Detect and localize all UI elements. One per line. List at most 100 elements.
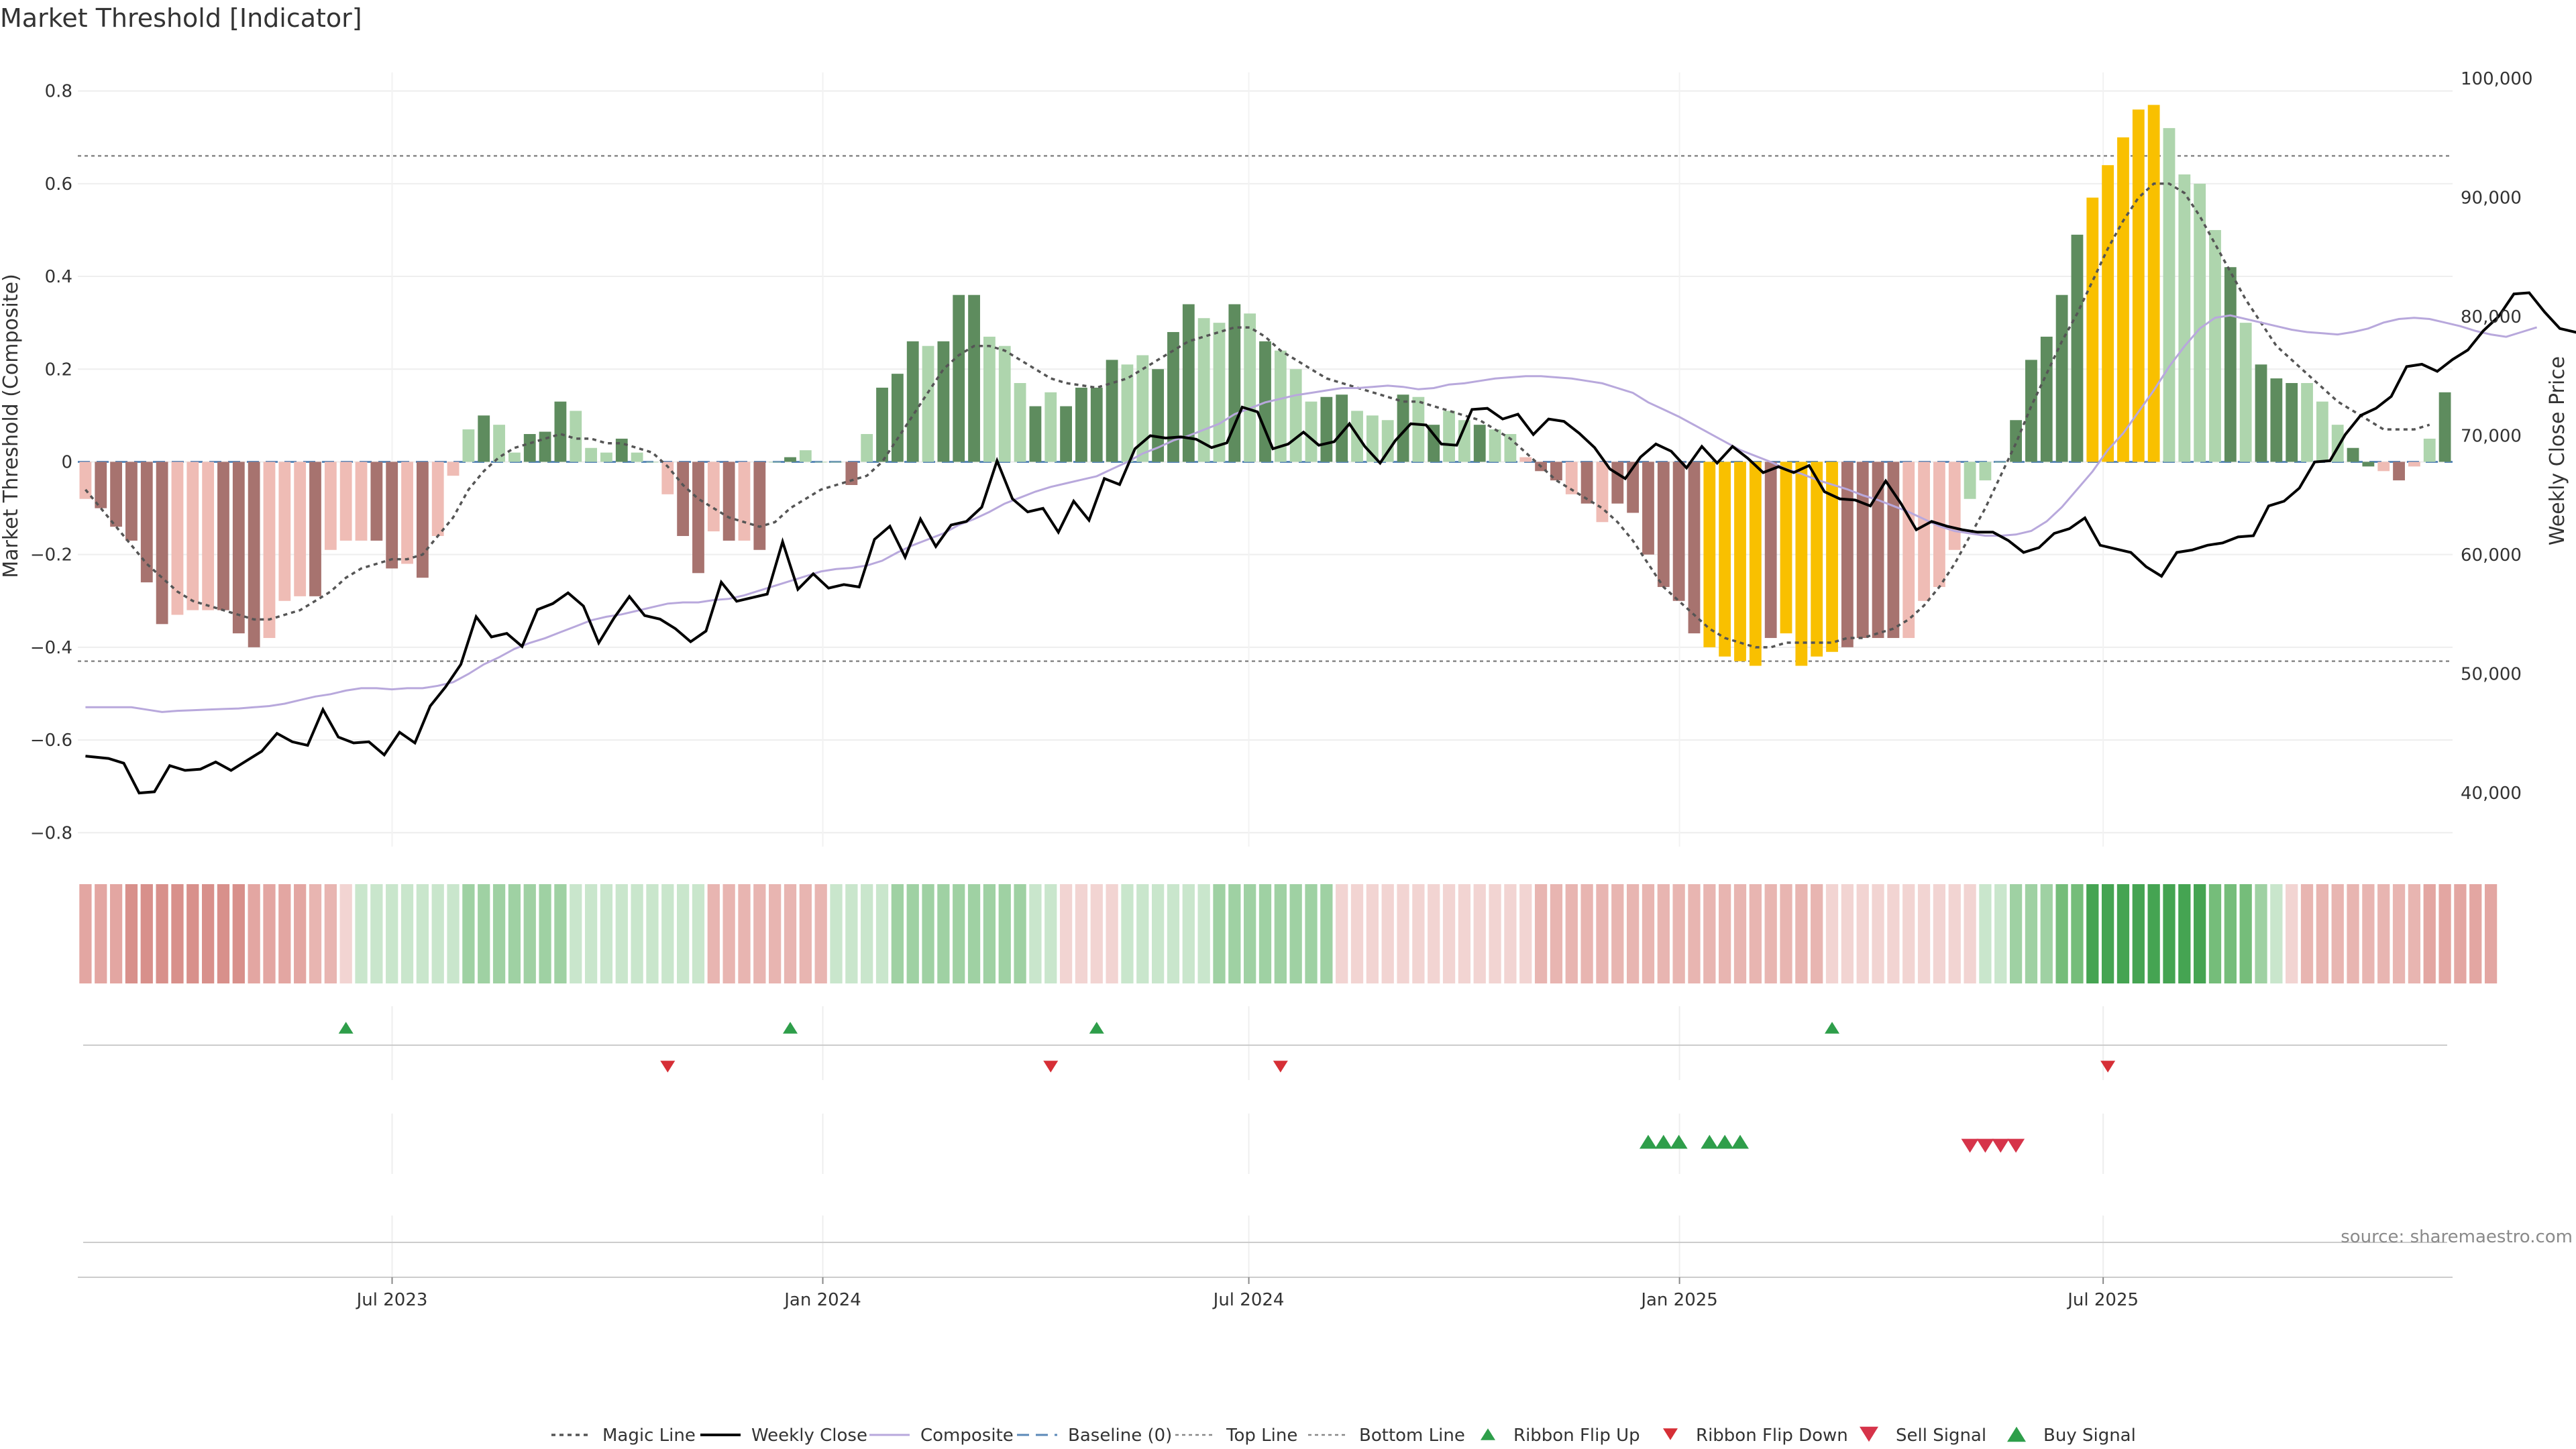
ribbon-cell <box>1534 884 1548 983</box>
ribbon-cell <box>79 884 92 983</box>
ribbon-cell <box>1580 884 1593 983</box>
ribbon-cell <box>1289 884 1302 983</box>
ribbon-cell <box>1948 884 1961 983</box>
ribbon-cell <box>2377 884 2390 983</box>
ribbon-cell <box>1596 884 1609 983</box>
ribbon-cell <box>1442 884 1456 983</box>
composite-bar <box>1044 392 1057 462</box>
ribbon-cell <box>2009 884 2023 983</box>
ribbon-cell <box>2331 884 2344 983</box>
ribbon-cell <box>1719 884 1731 983</box>
composite-bar <box>922 345 934 462</box>
ribbon-cell <box>278 884 291 983</box>
composite-bar <box>1428 425 1440 462</box>
ribbon-cell <box>1550 884 1563 983</box>
flip-panel <box>83 1006 2447 1080</box>
composite-bar <box>1672 462 1685 601</box>
ribbon-cell <box>2132 884 2145 983</box>
composite-bar <box>1964 462 1976 499</box>
ribbon-cell <box>355 884 368 983</box>
composite-bar <box>1764 462 1777 639</box>
composite-bar <box>2132 109 2145 462</box>
weekly-close-line <box>85 291 2576 795</box>
ribbon-cell <box>462 884 475 983</box>
legend-label: Ribbon Flip Down <box>1696 1426 1848 1446</box>
buy-signal-marker <box>1731 1134 1749 1149</box>
legend-label: Weekly Close <box>751 1426 867 1446</box>
ribbon-cell <box>1902 884 1915 983</box>
legend-label: Magic Line <box>602 1426 696 1446</box>
composite-bar <box>1060 406 1073 462</box>
ribbon-cell <box>156 884 168 983</box>
composite-bar <box>523 433 536 462</box>
composite-bar <box>1887 462 1900 639</box>
composite-bar <box>1443 411 1455 462</box>
legend-item: Weekly Close <box>700 1426 867 1446</box>
source-label: source: sharemaestro.com <box>2341 1227 2573 1247</box>
composite-bar <box>2117 137 2129 462</box>
composite-bar <box>1841 462 1854 647</box>
ribbon-cell <box>2300 884 2314 983</box>
ribbon-cell <box>1979 884 1992 983</box>
composite-bar <box>1749 462 1762 666</box>
composite-bar <box>2316 401 2328 462</box>
ribbon-cell <box>1305 884 1318 983</box>
ribbon-cell <box>707 884 720 983</box>
ribbon-cell <box>2484 884 2498 983</box>
legend-item: Magic Line <box>551 1426 696 1446</box>
ribbon-cell <box>232 884 245 983</box>
ribbon-cell <box>2055 884 2068 983</box>
composite-bar <box>171 462 184 615</box>
y-tick-label: 0.2 <box>45 360 72 380</box>
ribbon-cell <box>1703 884 1716 983</box>
composite-bar <box>1289 369 1302 462</box>
composite-bar <box>539 431 551 462</box>
ribbon-cell <box>1029 884 1042 983</box>
ribbon-cell <box>1197 884 1210 983</box>
sell-signal-markers <box>1961 1138 2025 1153</box>
ribbon-cell <box>2423 884 2436 983</box>
ribbon-cell <box>1182 884 1195 983</box>
composite-bar <box>570 411 582 462</box>
ribbon-cell <box>2392 884 2406 983</box>
x-tick-label: Jul 2024 <box>1212 1290 1285 1310</box>
signal-panel <box>83 1114 2447 1277</box>
composite-bar <box>799 450 812 462</box>
ribbon-cell <box>2286 884 2298 983</box>
composite-bar <box>493 425 505 462</box>
composite-bar <box>1811 462 1823 657</box>
composite-bar <box>1121 364 1134 462</box>
buy-signal-marker <box>1716 1134 1734 1149</box>
ribbon-cell <box>2116 884 2130 983</box>
y-tick-label: 0.4 <box>45 267 72 287</box>
y2-tick-label: 60,000 <box>2461 545 2522 566</box>
ribbon-cell <box>1825 884 1839 983</box>
y-tick-label: −0.2 <box>30 545 72 566</box>
ribbon-cell <box>784 884 797 983</box>
composite-bar <box>692 462 704 574</box>
y-tick-label: 0.8 <box>45 82 72 102</box>
legend-label: Ribbon Flip Up <box>1513 1426 1640 1446</box>
ribbon-cell <box>2362 884 2375 983</box>
ribbon-cell <box>830 884 843 983</box>
composite-bar <box>753 462 766 550</box>
sell-signal-marker <box>1961 1138 1979 1153</box>
composite-bar <box>891 374 904 462</box>
legend-item: Composite <box>869 1426 1014 1446</box>
composite-bar <box>248 462 260 647</box>
ribbon-cell <box>1366 884 1379 983</box>
composite-line <box>85 314 2538 713</box>
ribbon-cell <box>953 884 965 983</box>
composite-bar <box>2270 378 2283 462</box>
composite-bar <box>2147 105 2160 462</box>
ribbon-cell <box>1412 884 1425 983</box>
composite-bar <box>202 462 215 610</box>
composite-bar <box>1090 387 1103 462</box>
ribbon-cell <box>1428 884 1440 983</box>
legend-item: Bottom Line <box>1308 1426 1465 1446</box>
y2-tick-label: 40,000 <box>2461 784 2522 804</box>
ribbon-cell <box>600 884 613 983</box>
ribbon-cell <box>1733 884 1747 983</box>
legend-label: Baseline (0) <box>1068 1426 1172 1446</box>
ribbon-cell <box>2208 884 2222 983</box>
